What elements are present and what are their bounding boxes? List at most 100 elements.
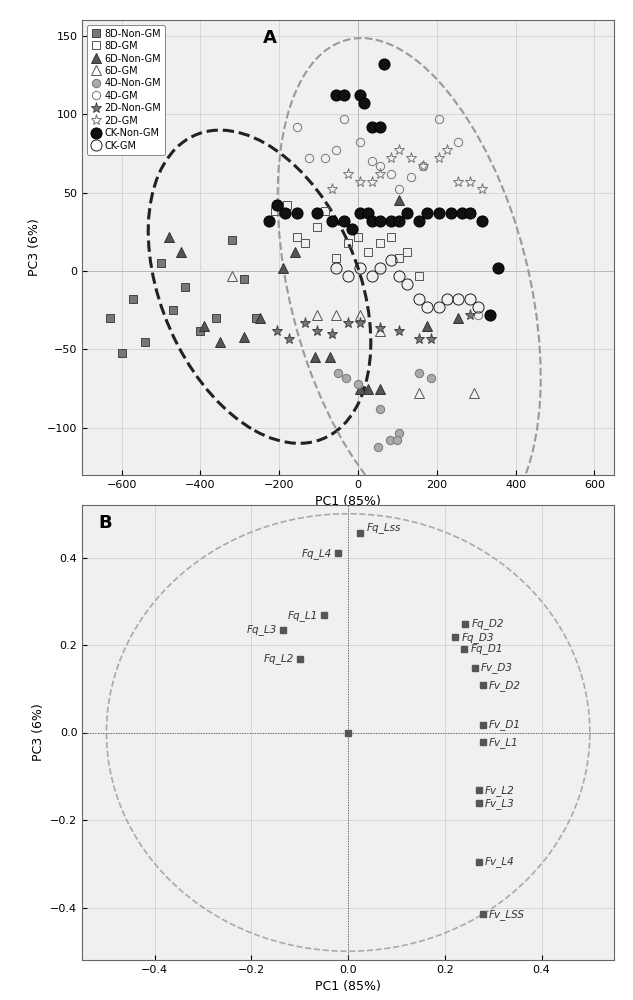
6D-Non-GM <box>396 194 403 206</box>
4D-GM <box>305 152 313 164</box>
Text: Fq_Lss: Fq_Lss <box>367 523 401 533</box>
4D-GM <box>356 136 364 148</box>
2D-Non-GM <box>376 322 384 334</box>
CK-GM <box>467 293 474 305</box>
6D-GM <box>415 387 423 399</box>
CK-Non-GM <box>364 207 372 219</box>
CK-GM <box>344 270 352 282</box>
Legend: 8D-Non-GM, 8D-GM, 6D-Non-GM, 6D-GM, 4D-Non-GM, 4D-GM, 2D-Non-GM, 2D-GM, CK-Non-G: 8D-Non-GM, 8D-GM, 6D-Non-GM, 6D-GM, 4D-N… <box>87 25 165 155</box>
2D-Non-GM <box>415 332 423 344</box>
CK-Non-GM <box>376 121 384 133</box>
4D-GM <box>376 160 384 172</box>
CK-Non-GM <box>415 215 423 227</box>
CK-Non-GM <box>368 121 375 133</box>
8D-Non-GM <box>169 304 177 316</box>
8D-Non-GM <box>130 293 137 305</box>
2D-GM <box>408 152 415 164</box>
8D-GM <box>344 237 352 249</box>
2D-GM <box>443 144 451 156</box>
8D-Non-GM <box>197 325 204 337</box>
8D-Non-GM <box>118 347 125 359</box>
8D-GM <box>332 252 340 264</box>
8D-GM <box>301 237 309 249</box>
8D-GM <box>364 246 372 258</box>
6D-GM <box>356 309 364 321</box>
CK-Non-GM <box>387 215 395 227</box>
2D-Non-GM <box>396 325 403 337</box>
4D-Non-GM <box>376 403 384 415</box>
Line: 4D-GM: 4D-GM <box>293 115 482 319</box>
CK-GM <box>368 270 375 282</box>
2D-Non-GM <box>356 317 364 329</box>
CK-Non-GM <box>467 207 474 219</box>
CK-Non-GM <box>356 89 364 101</box>
CK-Non-GM <box>293 207 301 219</box>
6D-Non-GM <box>311 351 318 363</box>
Text: Fq_L1: Fq_L1 <box>287 610 318 621</box>
4D-GM <box>368 155 375 167</box>
6D-Non-GM <box>376 383 384 395</box>
8D-GM <box>396 252 403 264</box>
CK-Non-GM <box>356 207 364 219</box>
6D-Non-GM <box>256 312 263 324</box>
4D-GM <box>387 168 395 180</box>
6D-Non-GM <box>201 320 208 332</box>
CK-GM <box>356 262 364 274</box>
4D-Non-GM <box>374 441 382 453</box>
CK-Non-GM <box>403 207 411 219</box>
CK-GM <box>454 293 462 305</box>
Text: Fv_L1: Fv_L1 <box>489 737 518 748</box>
2D-GM <box>376 168 384 180</box>
Line: CK-Non-GM: CK-Non-GM <box>264 58 503 321</box>
CK-GM <box>423 301 430 313</box>
4D-GM <box>408 171 415 183</box>
4D-GM <box>419 160 427 172</box>
8D-GM <box>387 231 395 243</box>
2D-GM <box>467 176 474 188</box>
Text: Fv_L3: Fv_L3 <box>485 798 515 809</box>
Text: Fv_L4: Fv_L4 <box>485 856 515 867</box>
CK-Non-GM <box>486 309 494 321</box>
CK-Non-GM <box>447 207 454 219</box>
6D-GM <box>332 309 340 321</box>
CK-GM <box>396 270 403 282</box>
4D-GM <box>321 152 329 164</box>
8D-GM <box>293 231 301 243</box>
6D-Non-GM <box>356 383 364 395</box>
CK-Non-GM <box>479 215 486 227</box>
4D-Non-GM <box>385 434 393 446</box>
4D-GM <box>474 309 482 321</box>
CK-Non-GM <box>458 207 466 219</box>
4D-Non-GM <box>334 367 342 379</box>
Y-axis label: PC3 (6%): PC3 (6%) <box>32 704 45 761</box>
Line: 6D-GM: 6D-GM <box>227 271 479 398</box>
8D-GM <box>321 205 329 217</box>
8D-Non-GM <box>228 234 235 246</box>
6D-Non-GM <box>364 383 372 395</box>
Text: Fq_L3: Fq_L3 <box>246 624 277 635</box>
2D-GM <box>435 152 442 164</box>
6D-Non-GM <box>279 262 287 274</box>
Line: 8D-Non-GM: 8D-Non-GM <box>106 235 260 357</box>
Text: Fq_D1: Fq_D1 <box>470 643 503 654</box>
2D-GM <box>356 176 364 188</box>
8D-Non-GM <box>181 281 189 293</box>
2D-GM <box>329 183 336 195</box>
CK-Non-GM <box>281 207 289 219</box>
2D-Non-GM <box>427 332 435 344</box>
CK-GM <box>403 278 411 290</box>
Line: 4D-Non-GM: 4D-Non-GM <box>334 369 435 451</box>
CK-GM <box>387 254 395 266</box>
2D-GM <box>396 144 403 156</box>
6D-Non-GM <box>165 231 173 243</box>
8D-GM <box>354 231 362 243</box>
8D-GM <box>272 205 279 217</box>
Text: Fv_D2: Fv_D2 <box>489 680 521 691</box>
CK-Non-GM <box>423 207 430 219</box>
4D-GM <box>341 113 348 125</box>
4D-Non-GM <box>354 378 362 390</box>
Text: Fq_D2: Fq_D2 <box>472 619 504 629</box>
2D-Non-GM <box>285 332 293 344</box>
8D-Non-GM <box>213 312 220 324</box>
4D-Non-GM <box>394 434 401 446</box>
